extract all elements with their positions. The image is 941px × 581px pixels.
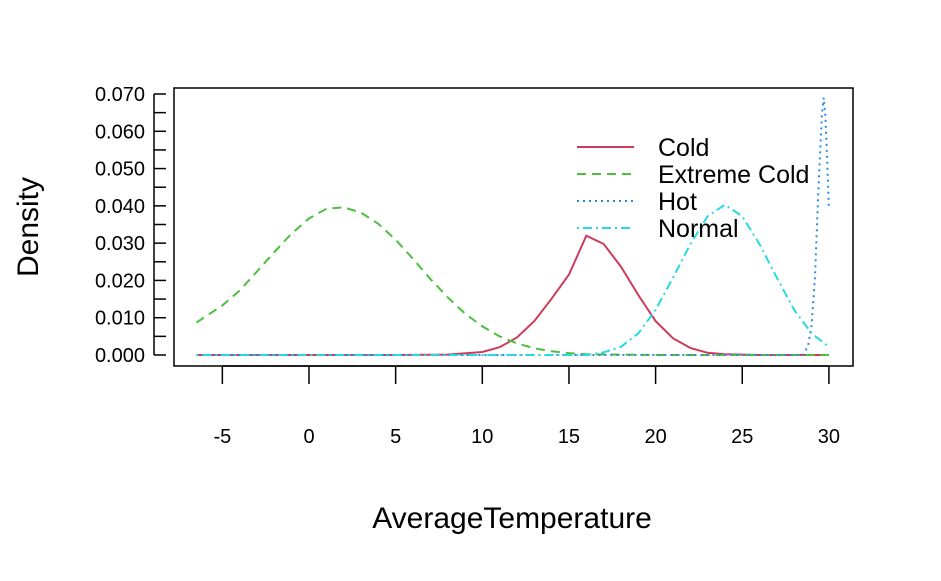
x-axis: -5 0 5 10 15 20 25 30 <box>213 365 840 448</box>
series-line-hot <box>196 97 830 356</box>
x-tick-label: 30 <box>818 426 840 448</box>
legend-label: Extreme Cold <box>658 161 809 189</box>
x-tick-label: 10 <box>471 426 493 448</box>
y-tick-label: 0.000 <box>95 345 145 367</box>
y-tick-label: 0.010 <box>95 308 145 330</box>
legend-label: Hot <box>658 188 697 216</box>
series-line-extreme-cold <box>195 206 829 356</box>
y-tick-label: 0.060 <box>95 121 145 143</box>
y-axis-title: Density <box>12 177 45 277</box>
y-axis: 0.000 0.010 0.020 0.030 0.040 0.050 0.060 0.070 <box>95 84 166 367</box>
y-tick-label: 0.030 <box>95 233 145 255</box>
x-tick-label: 5 <box>390 426 401 448</box>
y-tick-label: 0.040 <box>95 196 145 218</box>
y-tick-label: 0.070 <box>95 84 145 106</box>
x-axis-title: AverageTemperature <box>372 502 652 535</box>
y-tick-label: 0.050 <box>95 159 145 181</box>
x-tick-label: 15 <box>558 426 580 448</box>
plot-frame <box>173 87 854 367</box>
series-line-normal <box>196 203 830 356</box>
legend-label: Normal <box>658 215 739 243</box>
series-layer <box>195 97 830 356</box>
legend-label: Cold <box>658 134 709 162</box>
x-tick-label: 0 <box>303 426 314 448</box>
x-tick-label: -5 <box>213 426 231 448</box>
y-tick-label: 0.020 <box>95 270 145 292</box>
x-tick-label: 20 <box>644 426 666 448</box>
series-line-cold <box>196 234 829 356</box>
x-tick-label: 25 <box>731 426 753 448</box>
